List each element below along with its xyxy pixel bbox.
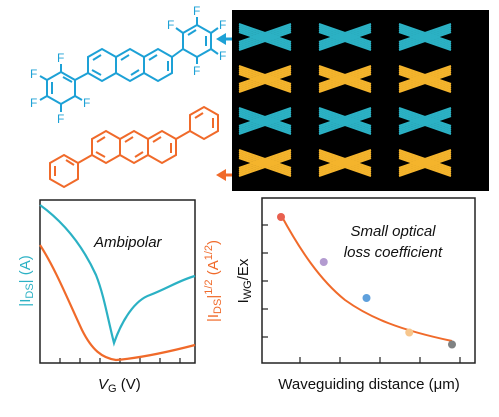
data-point <box>319 258 328 266</box>
fluorine-label: F <box>57 112 64 126</box>
molecule-bundle <box>398 23 452 51</box>
svg-text:|IDS|1/2 (A1/2): |IDS|1/2 (A1/2) <box>203 240 224 322</box>
left-plot-frame <box>39 199 196 364</box>
molecule-bundle <box>238 65 292 93</box>
transfer-curve-plot: Ambipolar <box>39 199 196 364</box>
data-point <box>277 213 285 221</box>
molecule-bundle <box>318 65 372 93</box>
left-xlabel: VG (V) <box>98 376 141 395</box>
fluorine-label: F <box>167 18 174 32</box>
perfluorophenyl-anthracene-icon <box>39 17 219 112</box>
diphenyl-anthracene-icon <box>49 105 219 189</box>
optical-loss-annotation-line1: Small optical <box>350 223 436 240</box>
molecule-bundle <box>238 107 292 135</box>
fluorine-label: F <box>83 96 90 110</box>
wg-xlabel: Waveguiding distance (μm) <box>278 376 460 393</box>
ambipolar-annotation: Ambipolar <box>93 234 163 251</box>
svg-text:|IDS| (A): |IDS| (A) <box>17 255 36 306</box>
data-point <box>405 328 414 337</box>
molecule-bundle <box>318 23 372 51</box>
molecule-bundle <box>398 149 452 177</box>
data-point <box>362 294 371 302</box>
fluorine-label: F <box>193 64 200 78</box>
cyan-curve <box>39 204 196 347</box>
optical-loss-annotation-line2: loss coefficient <box>344 244 443 261</box>
molecule-bundle <box>398 107 452 135</box>
orange-curve <box>39 244 196 362</box>
molecular-packing-icon <box>232 10 489 191</box>
data-point <box>448 340 456 349</box>
wg-ylabel: IWG/Ex <box>235 258 254 303</box>
fluorine-labels: F F F F F F F F F F <box>30 4 226 126</box>
svg-text:IWG/Ex: IWG/Ex <box>235 258 254 303</box>
molecule-bundle <box>318 149 372 177</box>
molecule-bundle <box>238 149 292 177</box>
molecule-bundle <box>398 65 452 93</box>
fluorine-label: F <box>30 67 37 81</box>
left-ylabel: |IDS| (A) <box>17 255 36 306</box>
waveguide-plot: Small optical loss coefficient <box>261 197 476 364</box>
molecule-bundle <box>238 23 292 51</box>
fluorine-label: F <box>193 4 200 18</box>
fluorine-label: F <box>57 51 64 65</box>
fluorine-label: F <box>30 96 37 110</box>
molecule-bundle <box>318 107 372 135</box>
fluorine-label: F <box>219 49 226 63</box>
right-ylabel: |IDS|1/2 (A1/2) <box>203 240 224 322</box>
fluorine-label: F <box>219 18 226 32</box>
